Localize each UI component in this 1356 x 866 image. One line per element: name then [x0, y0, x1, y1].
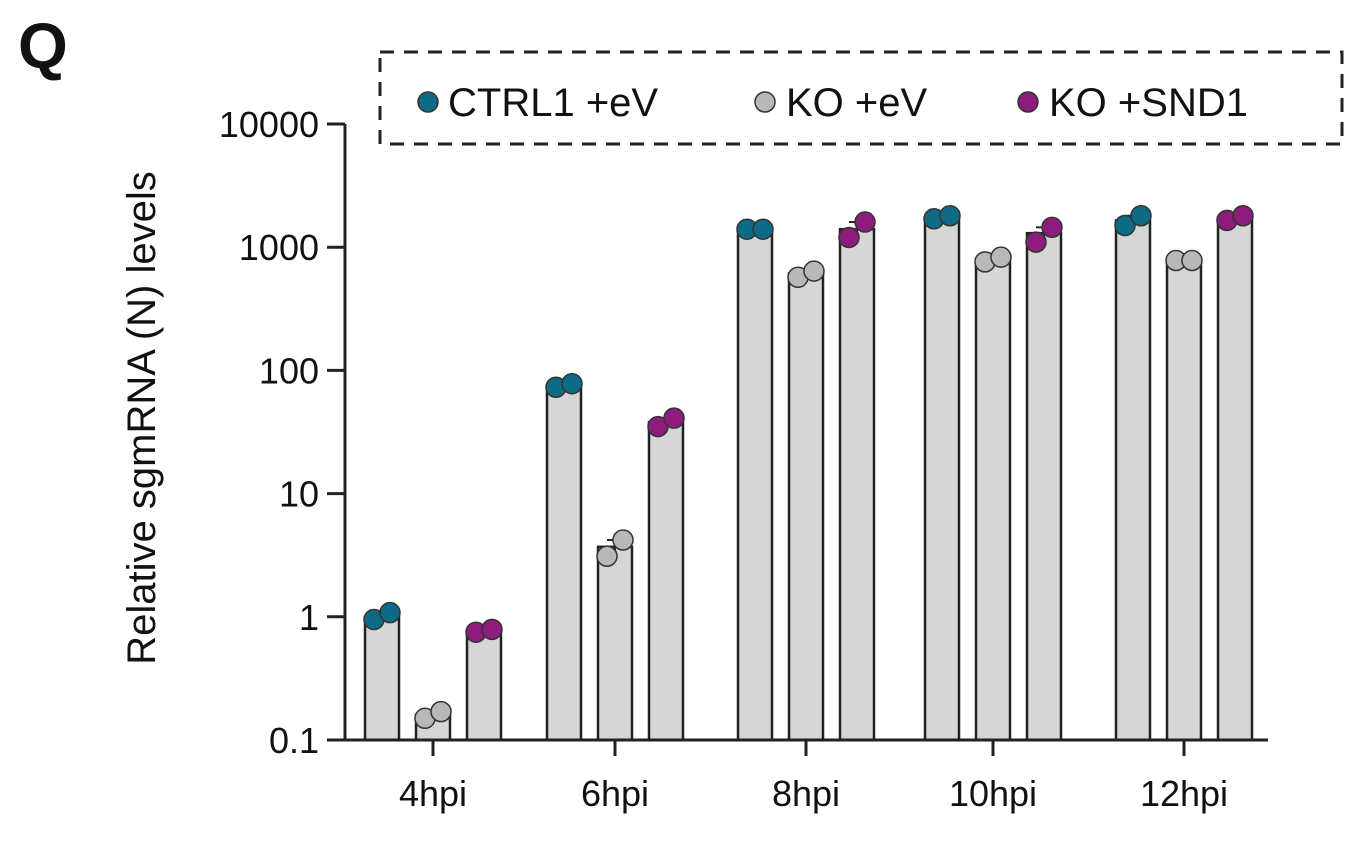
- legend-label-ko-ev: KO +eV: [786, 81, 928, 125]
- y-axis: 0.1 1 10 100 1000 10000: [219, 104, 347, 761]
- x-tick-label: 10hpi: [949, 773, 1037, 814]
- bar: [787, 272, 825, 742]
- bar: [363, 615, 401, 742]
- bar: [838, 227, 876, 742]
- data-point: [1025, 231, 1047, 253]
- data-point: [1114, 214, 1136, 237]
- panel-label: Q: [18, 10, 68, 82]
- data-point: [663, 407, 685, 429]
- data-point: [612, 529, 634, 551]
- legend-label-ko-snd1: KO +SND1: [1049, 81, 1248, 125]
- data-point: [838, 226, 860, 249]
- legend-marker-ko-ev: [754, 91, 776, 113]
- legend-marker-ctrl1-ev: [417, 91, 439, 113]
- data-point: [596, 545, 618, 568]
- bar: [923, 216, 961, 742]
- bar: [1216, 216, 1254, 742]
- x-tick-label: 12hpi: [1140, 773, 1228, 814]
- y-tick-label: 10000: [219, 104, 319, 145]
- data-point: [430, 700, 452, 723]
- x-tick-label: 8hpi: [772, 773, 840, 814]
- data-point: [939, 205, 961, 227]
- bar: [545, 384, 583, 742]
- data-point: [1181, 249, 1203, 272]
- x-tick-label: 6hpi: [581, 773, 649, 814]
- data-point: [481, 618, 503, 641]
- data-point: [752, 218, 774, 240]
- y-tick-label: 1000: [239, 227, 319, 268]
- y-axis-label: Relative sgmRNA (N) levels: [120, 171, 164, 664]
- data-point: [1130, 205, 1152, 227]
- y-tick-label: 1: [299, 597, 319, 638]
- y-tick-label: 0.1: [269, 720, 319, 761]
- legend: CTRL1 +eV KO +eV KO +SND1: [378, 50, 1344, 146]
- y-tick-label: 10: [279, 474, 319, 515]
- x-axis: 4hpi 6hpi 8hpi 10hpi 12hpi: [345, 738, 1268, 814]
- y-tick-label: 100: [259, 350, 319, 391]
- x-tick-label: 4hpi: [399, 773, 467, 814]
- legend-label-ctrl1-ev: CTRL1 +eV: [448, 81, 658, 125]
- data-point: [854, 211, 876, 233]
- bar: [1025, 231, 1063, 742]
- bar: [1114, 219, 1152, 742]
- data-point: [1232, 205, 1254, 227]
- data-point: [803, 260, 825, 282]
- bar: [647, 420, 685, 742]
- legend-frame: [378, 50, 1344, 146]
- data-point: [379, 601, 401, 624]
- bars: [363, 205, 1254, 742]
- bar: [974, 257, 1012, 742]
- bar: [596, 545, 634, 742]
- bar: [465, 629, 503, 742]
- bar: [736, 227, 774, 742]
- data-point: [990, 246, 1012, 268]
- data-point: [561, 372, 583, 395]
- bar: [1165, 259, 1203, 742]
- data-point: [1041, 216, 1063, 239]
- legend-marker-ko-snd1: [1017, 91, 1039, 113]
